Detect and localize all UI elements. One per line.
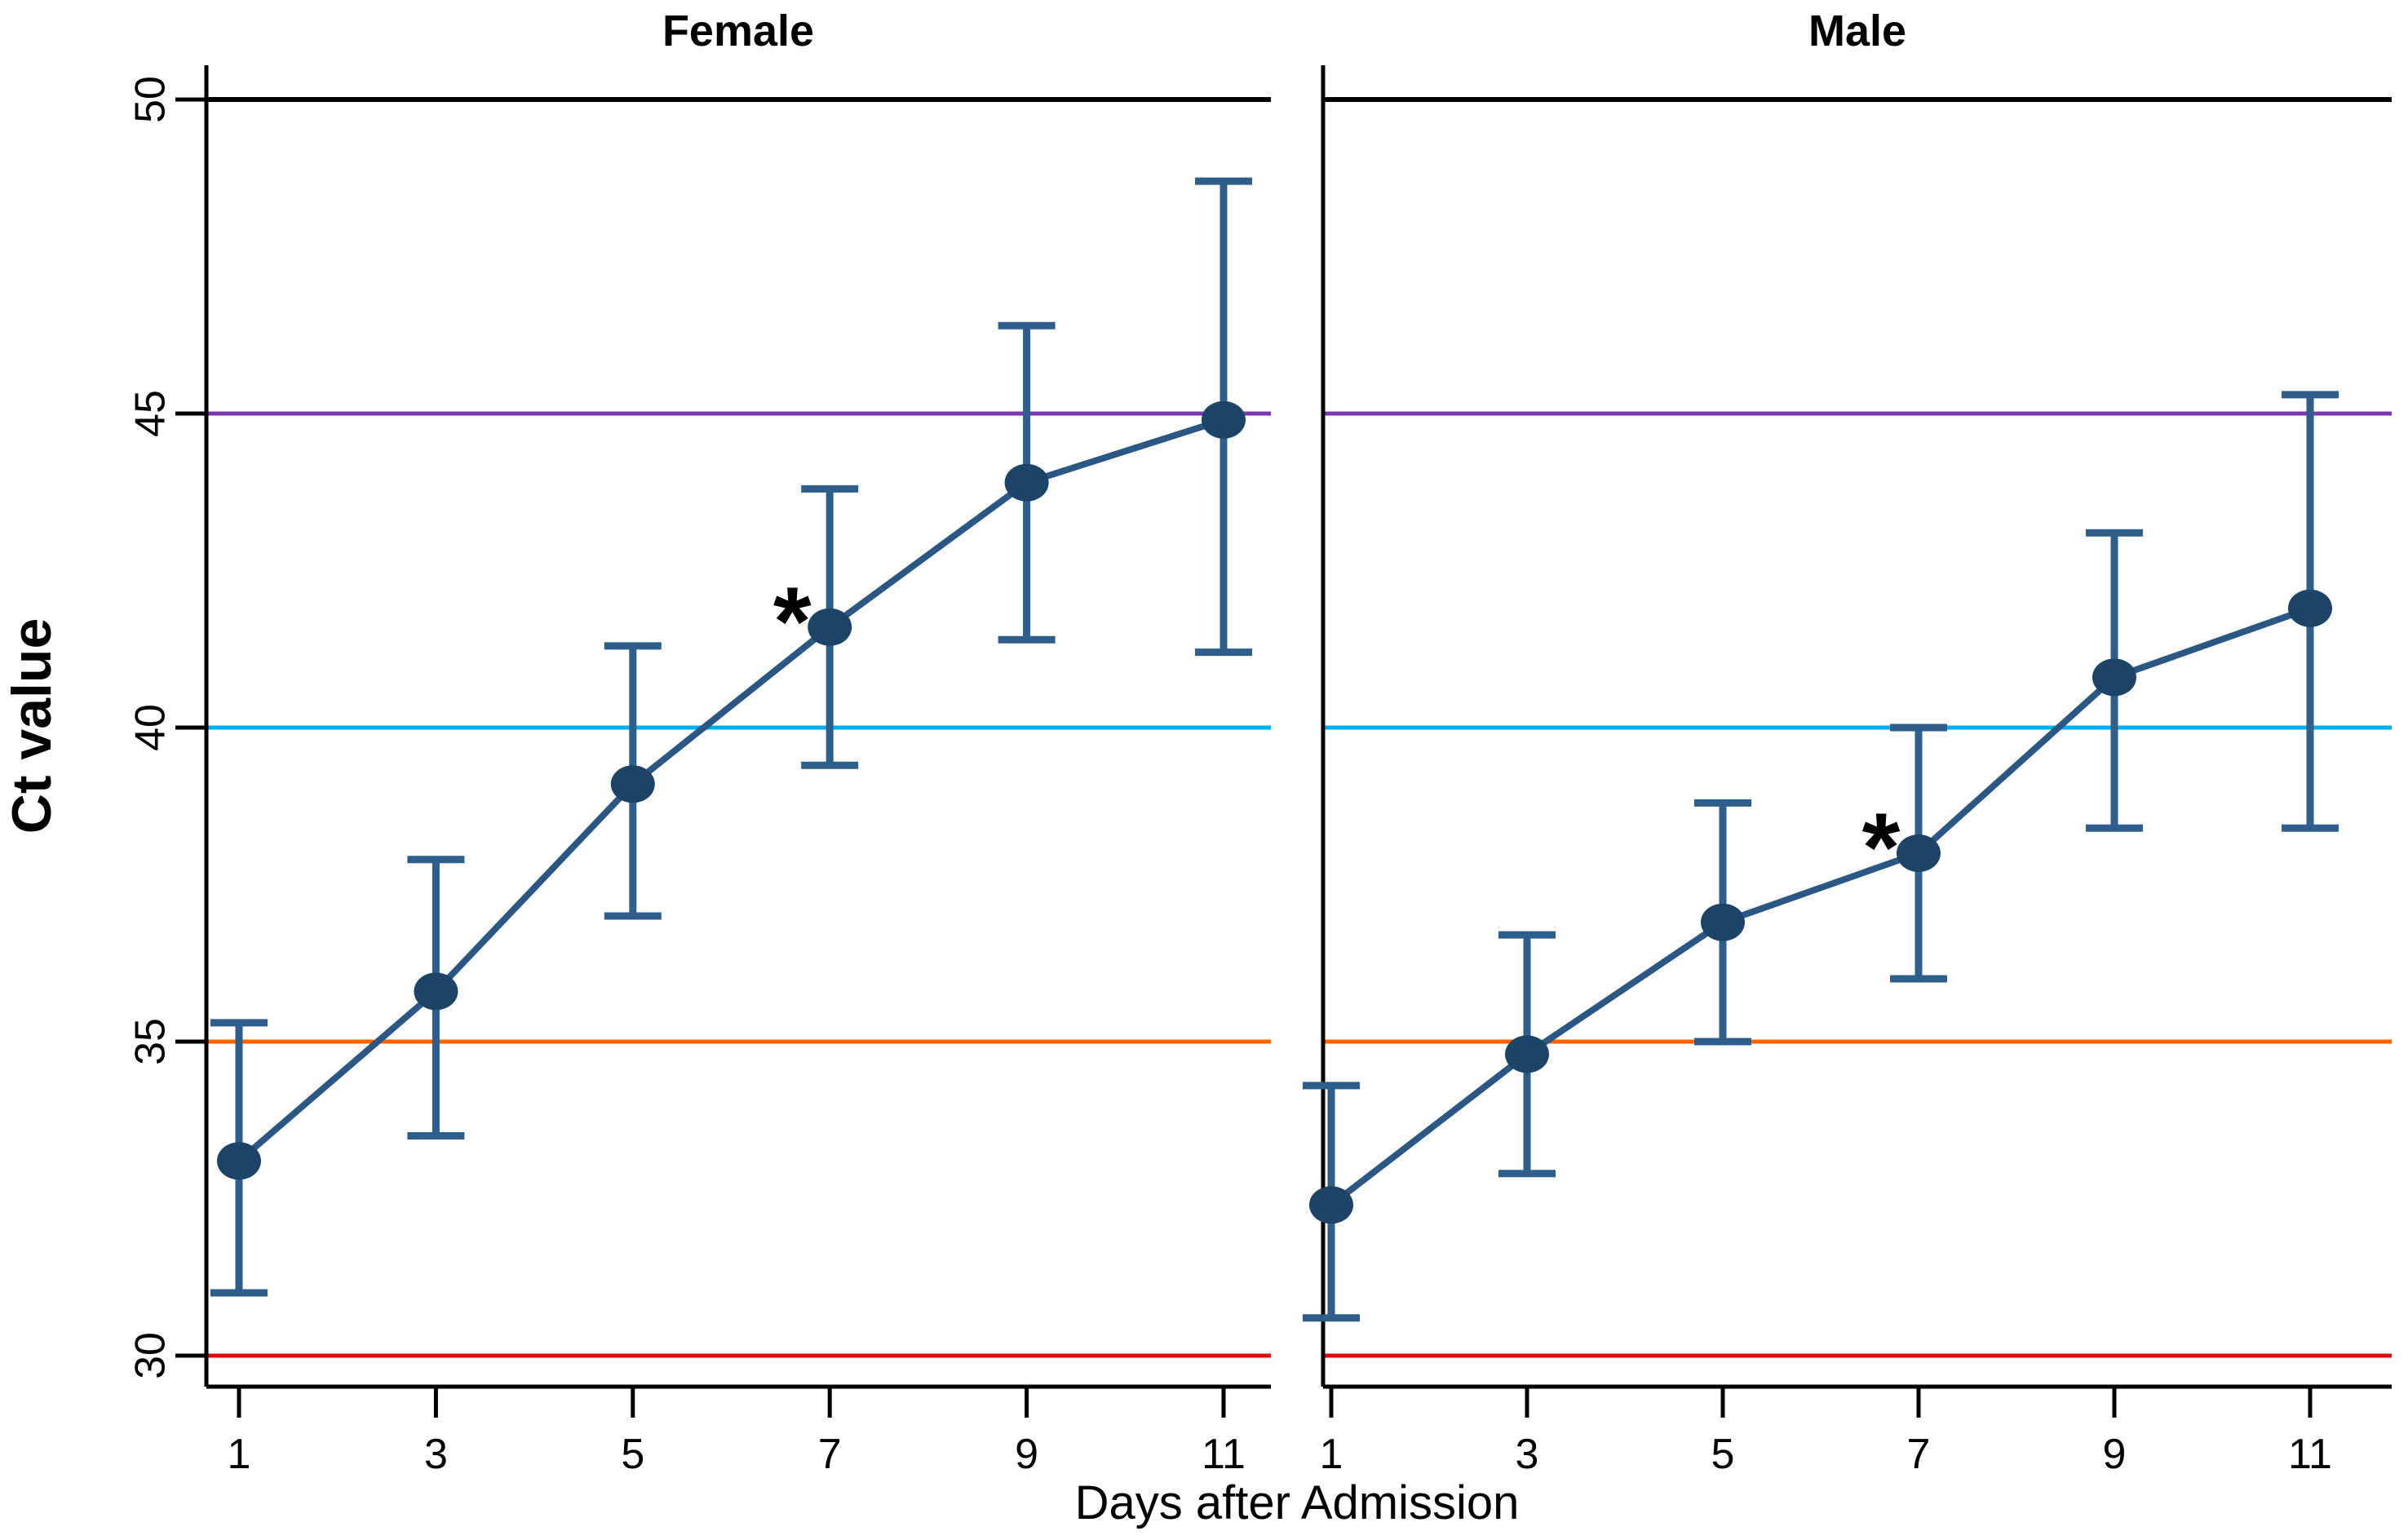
- y-tick-label-35: 35: [127, 1018, 175, 1065]
- y-tick-label-30: 30: [127, 1332, 175, 1379]
- y-tick-label-50: 50: [127, 76, 175, 123]
- x-tick-label-male-5: 5: [1711, 1431, 1735, 1478]
- series-line-female: [237, 416, 1225, 1164]
- x-tick-label-male-9: 9: [2103, 1431, 2127, 1478]
- point-female-day-5: [610, 765, 655, 803]
- point-male-day-5: [1701, 903, 1745, 941]
- x-tick-label-female-11: 11: [1202, 1431, 1246, 1478]
- panel-title-female: Female: [662, 7, 814, 55]
- significance-asterisk-male-day-7: *: [1862, 793, 1901, 902]
- x-tick-label-male-3: 3: [1516, 1431, 1539, 1478]
- series-line-male: [1329, 604, 2312, 1208]
- y-tick-label-40: 40: [127, 704, 175, 751]
- x-tick-label-female-3: 3: [424, 1431, 448, 1478]
- panel-title-male: Male: [1808, 7, 1906, 55]
- point-male-day-7: [1897, 834, 1941, 872]
- point-male-day-11: [2288, 589, 2332, 627]
- x-tick-label-female-1: 1: [228, 1431, 251, 1478]
- x-tick-label-male-11: 11: [2288, 1431, 2332, 1478]
- point-female-day-1: [217, 1142, 261, 1180]
- point-female-day-3: [414, 972, 458, 1011]
- panel-male: 1 3 5 7 9 11 *: [1303, 65, 2392, 1478]
- point-female-day-9: [1004, 463, 1049, 502]
- x-tick-label-male-7: 7: [1907, 1431, 1931, 1478]
- x-axis-title: Days after Admission: [1075, 1476, 1520, 1529]
- significance-asterisk-female-day-7: *: [773, 567, 812, 676]
- x-tick-label-female-7: 7: [818, 1431, 842, 1478]
- point-male-day-1: [1309, 1186, 1353, 1224]
- y-tick-label-45: 45: [127, 390, 175, 437]
- point-male-day-9: [2092, 658, 2136, 697]
- x-tick-label-female-9: 9: [1015, 1431, 1038, 1478]
- point-male-day-3: [1505, 1035, 1549, 1073]
- x-tick-label-male-1: 1: [1320, 1431, 1343, 1478]
- point-female-day-7: [808, 608, 852, 646]
- point-female-day-11: [1202, 400, 1246, 439]
- y-axis-title: Ct value: [1, 618, 63, 834]
- x-tick-label-female-5: 5: [621, 1431, 644, 1478]
